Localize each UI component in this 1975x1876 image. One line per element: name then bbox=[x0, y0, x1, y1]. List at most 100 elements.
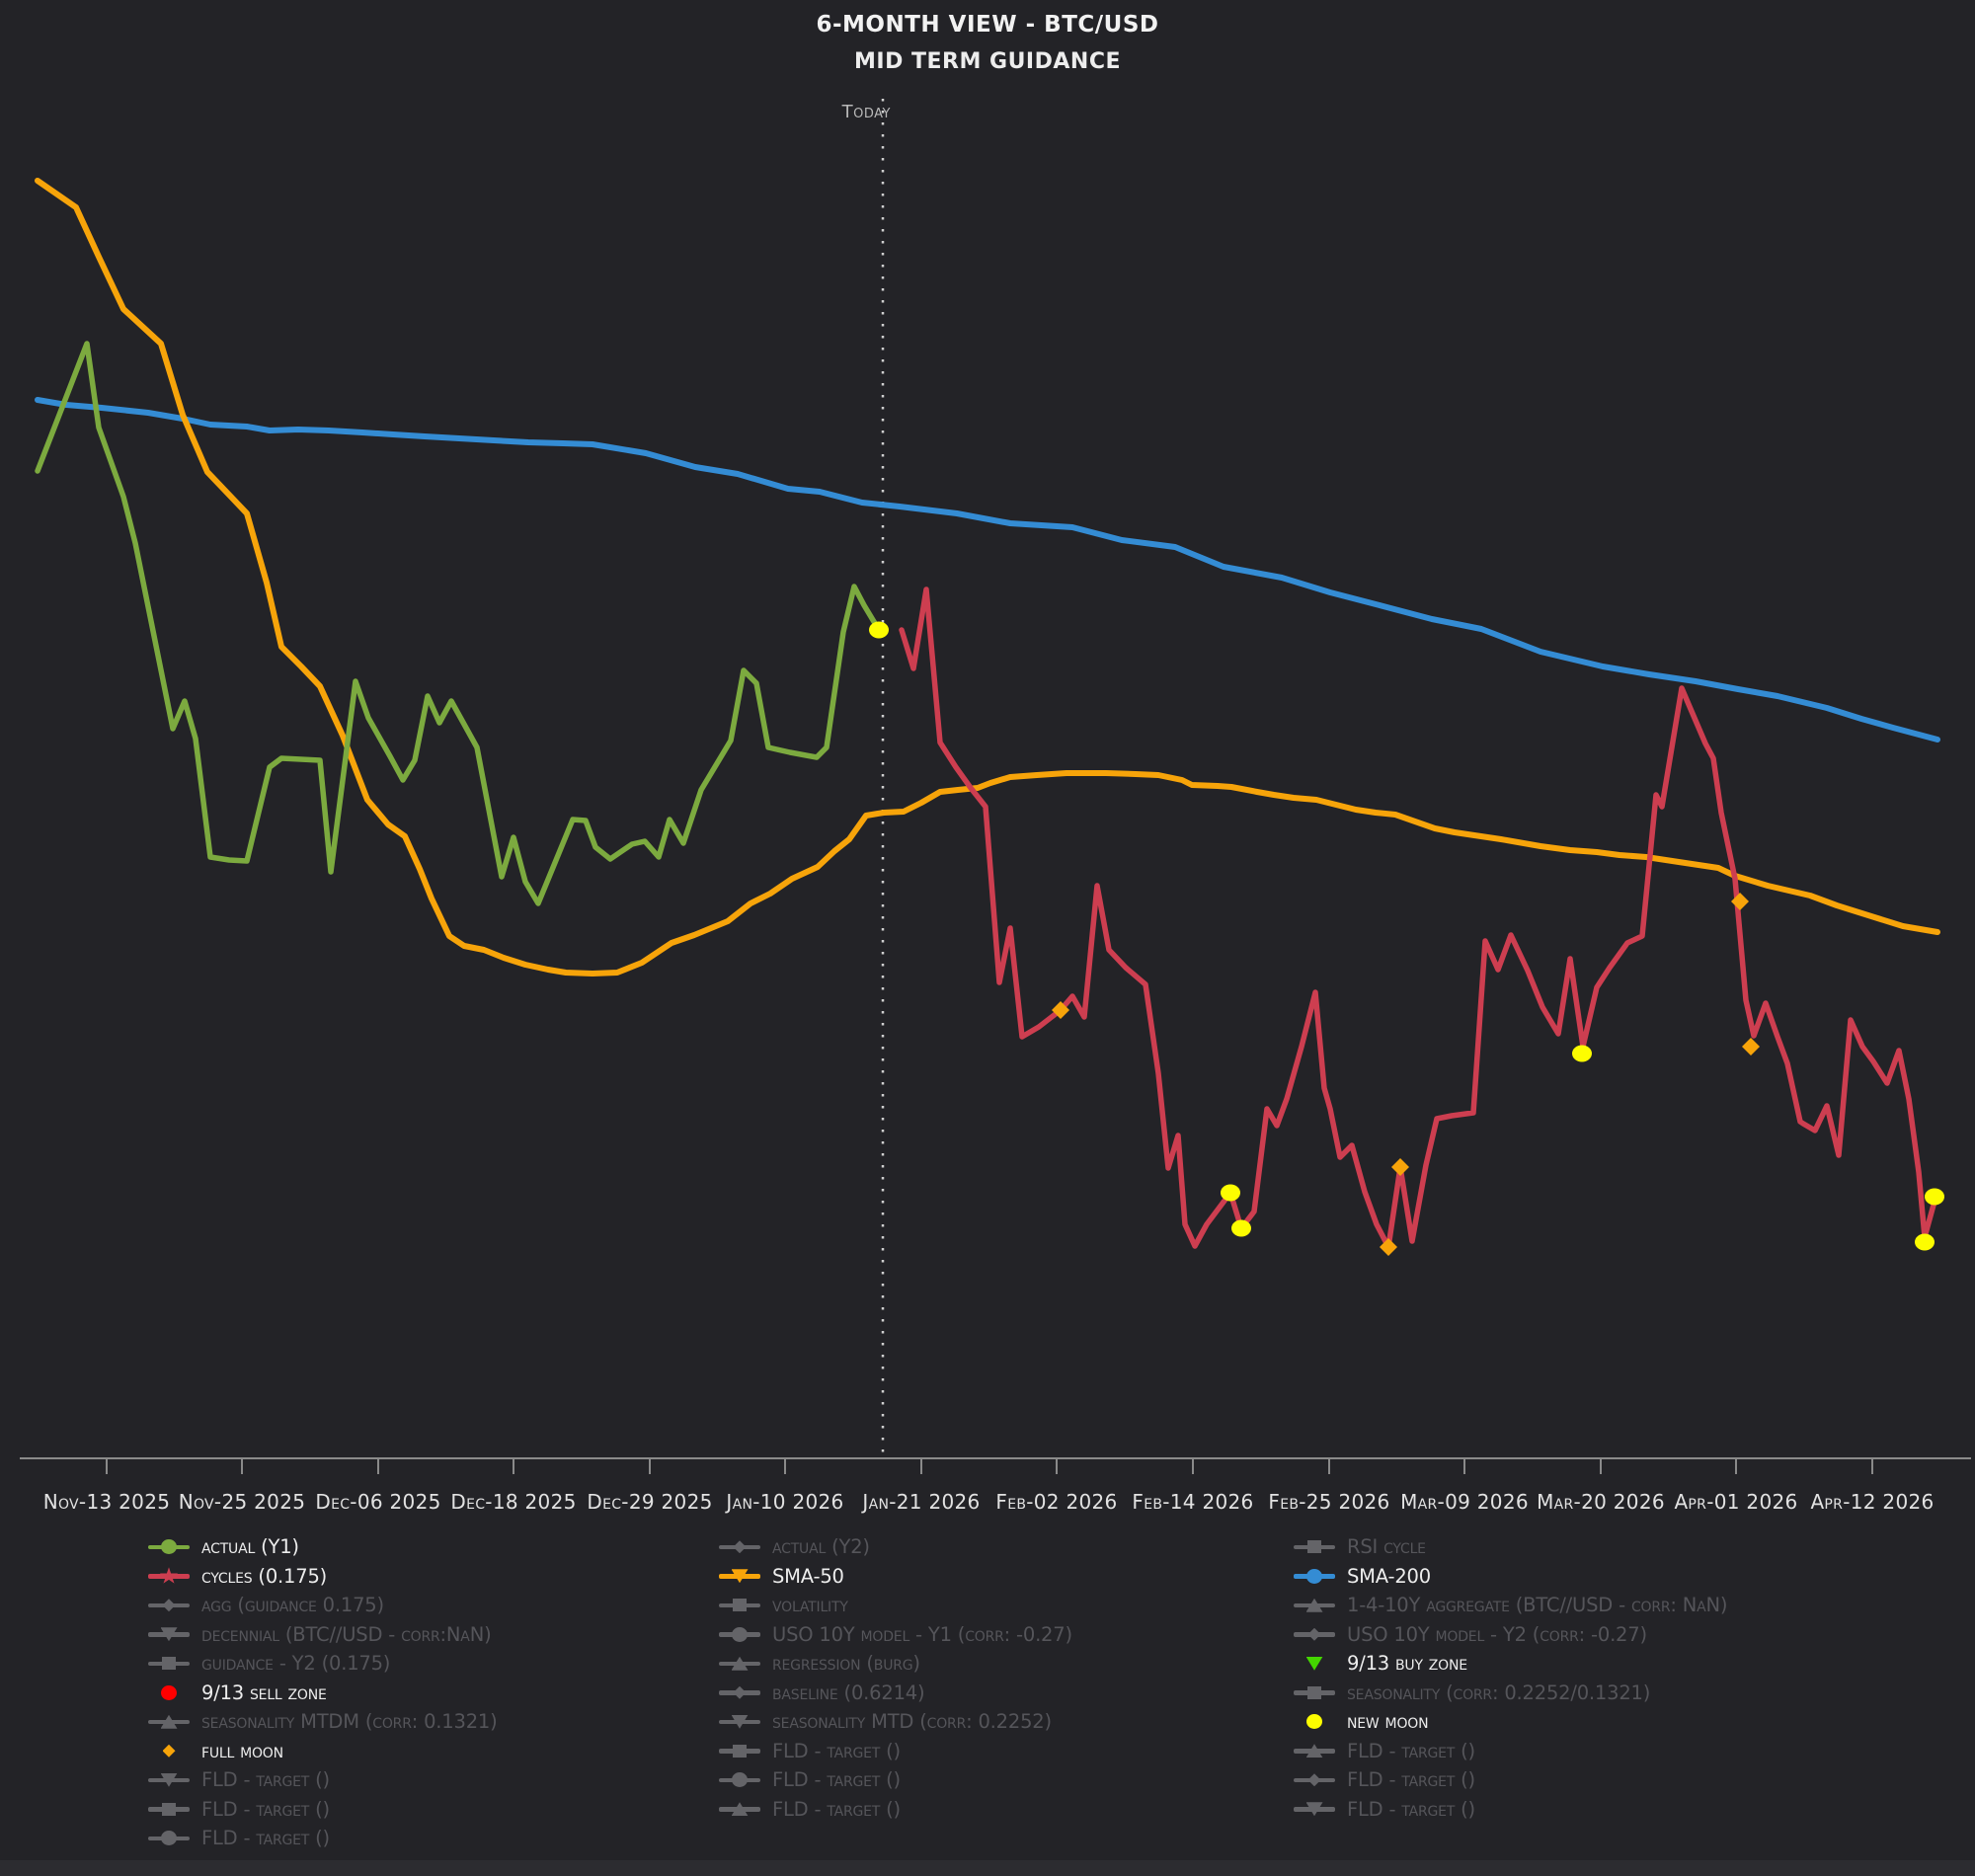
today-label: Today bbox=[841, 102, 891, 122]
full-moon-marker bbox=[1742, 1038, 1760, 1055]
seasonality-corr-0-2252-0-1321--legend-icon bbox=[1294, 1682, 1335, 1702]
x-axis-label: Apr-01 2026 bbox=[1674, 1490, 1797, 1514]
full-moon-marker bbox=[1731, 893, 1749, 910]
sma-200-legend-icon bbox=[1294, 1566, 1335, 1586]
legend-item[interactable]: FLD - target () bbox=[1294, 1765, 1727, 1795]
legend-item[interactable]: 9/13 buy zone bbox=[1294, 1649, 1727, 1679]
legend-item[interactable]: SMA-200 bbox=[1294, 1562, 1727, 1592]
legend-item[interactable]: FLD - target () bbox=[148, 1824, 498, 1853]
x-axis-label: Feb-02 2026 bbox=[995, 1490, 1117, 1514]
legend-item[interactable]: decennial (BTC//USD - corr:NaN) bbox=[148, 1620, 498, 1650]
baseline-0-6214--legend-icon bbox=[719, 1682, 760, 1702]
fld-target--legend-icon bbox=[1294, 1770, 1335, 1790]
legend-item[interactable]: FLD - target () bbox=[1294, 1737, 1727, 1766]
legend-item[interactable]: regression (burg) bbox=[719, 1649, 1072, 1679]
legend-column-2: actual (Y2) SMA-50 volatility USO 10Y model… bbox=[719, 1532, 1072, 1824]
legend-item[interactable]: actual (Y1) bbox=[148, 1532, 498, 1562]
series-line-cycles-0-175- bbox=[899, 586, 1938, 1250]
chart-subtitle: MID TERM GUIDANCE bbox=[853, 49, 1121, 74]
cycles-0-175--legend-icon bbox=[148, 1566, 190, 1586]
legend-item[interactable]: USO 10Y model - Y1 (corr: -0.27) bbox=[719, 1620, 1072, 1650]
legend-item-label: FLD - target () bbox=[201, 1768, 330, 1792]
legend-item[interactable]: 1-4-10Y aggregate (BTC//USD - corr: NaN) bbox=[1294, 1591, 1728, 1620]
legend-item-label: 9/13 sell zone bbox=[201, 1681, 327, 1704]
legend-item-label: FLD - target () bbox=[1347, 1768, 1475, 1792]
guidance-y2-0-175--legend-icon bbox=[148, 1654, 190, 1674]
legend-item[interactable]: agg (guidance 0.175) bbox=[148, 1591, 498, 1620]
legend-item[interactable]: seasonality (corr: 0.2252/0.1321) bbox=[1294, 1679, 1727, 1708]
legend-item[interactable]: 9/13 sell zone bbox=[148, 1679, 498, 1708]
x-axis-label: Dec-06 2025 bbox=[315, 1490, 440, 1514]
legend-item[interactable]: RSI cycle bbox=[1294, 1532, 1727, 1562]
agg-guidance-0-175--legend-icon bbox=[148, 1596, 190, 1615]
new-moon-marker bbox=[869, 621, 889, 639]
legend-item[interactable]: FLD - target () bbox=[719, 1795, 1072, 1825]
legend-item[interactable]: FLD - target () bbox=[1294, 1795, 1727, 1825]
legend-item[interactable]: seasonality MTD (corr: 0.2252) bbox=[719, 1707, 1072, 1737]
x-axis-label: Dec-18 2025 bbox=[450, 1490, 576, 1514]
legend-item-label: agg (guidance 0.175) bbox=[201, 1594, 384, 1617]
legend-item-label: cycles (0.175) bbox=[201, 1564, 328, 1588]
legend-item-label: USO 10Y model - Y1 (corr: -0.27) bbox=[772, 1622, 1072, 1646]
legend-item[interactable]: FLD - target () bbox=[719, 1737, 1072, 1766]
legend-item-label: seasonality (corr: 0.2252/0.1321) bbox=[1347, 1681, 1651, 1704]
uso-10y-model-y1-corr-0-27--legend-icon bbox=[719, 1624, 760, 1644]
x-axis-label: Feb-14 2026 bbox=[1132, 1490, 1253, 1514]
legend-item-label: baseline (0.6214) bbox=[772, 1681, 925, 1704]
series-line-sma-50 bbox=[35, 178, 1940, 977]
x-axis-label: Dec-29 2025 bbox=[587, 1490, 712, 1514]
legend-item-label: FLD - target () bbox=[201, 1827, 330, 1850]
legend-item[interactable]: FLD - target () bbox=[148, 1765, 498, 1795]
legend-item-label: full moon bbox=[201, 1739, 283, 1762]
legend-item-label: new moon bbox=[1347, 1710, 1429, 1734]
x-axis-label: Nov-13 2025 bbox=[43, 1490, 171, 1514]
9-13-buy-zone-legend-icon bbox=[1294, 1654, 1335, 1674]
uso-10y-model-y2-corr-0-27--legend-icon bbox=[1294, 1624, 1335, 1644]
legend-item-label: regression (burg) bbox=[772, 1652, 920, 1676]
legend-item[interactable]: FLD - target () bbox=[719, 1765, 1072, 1795]
legend-item[interactable]: FLD - target () bbox=[148, 1795, 498, 1825]
legend-item-label: actual (Y2) bbox=[772, 1535, 870, 1559]
window-bottom-edge bbox=[0, 1860, 1975, 1876]
legend-item-label: FLD - target () bbox=[772, 1797, 901, 1821]
seasonality-mtd-corr-0-2252--legend-icon bbox=[719, 1712, 760, 1732]
legend-item[interactable]: volatility bbox=[719, 1591, 1072, 1620]
legend-item-label: 9/13 buy zone bbox=[1347, 1652, 1467, 1676]
full-moon-marker bbox=[1380, 1238, 1397, 1256]
legend-item-label: RSI cycle bbox=[1347, 1535, 1426, 1559]
series-line-sma-200 bbox=[35, 397, 1940, 743]
legend-item-label: volatility bbox=[772, 1594, 848, 1617]
fld-target--legend-icon bbox=[719, 1741, 760, 1760]
x-axis-label: Mar-09 2026 bbox=[1400, 1490, 1529, 1514]
actual-y1--legend-icon bbox=[148, 1537, 190, 1557]
legend-item[interactable]: SMA-50 bbox=[719, 1562, 1072, 1592]
legend-item[interactable]: seasonality MTDM (corr: 0.1321) bbox=[148, 1707, 498, 1737]
x-axis-label: Nov-25 2025 bbox=[179, 1490, 306, 1514]
legend-item[interactable]: cycles (0.175) bbox=[148, 1562, 498, 1592]
legend-item-label: decennial (BTC//USD - corr:NaN) bbox=[201, 1622, 492, 1646]
sma-50-legend-icon bbox=[719, 1566, 760, 1586]
legend-item-label: seasonality MTD (corr: 0.2252) bbox=[772, 1710, 1052, 1734]
rsi-cycle-legend-icon bbox=[1294, 1537, 1335, 1557]
volatility-legend-icon bbox=[719, 1596, 760, 1615]
legend-item[interactable]: new moon bbox=[1294, 1707, 1727, 1737]
series-line-actual-y1- bbox=[35, 341, 882, 906]
legend-item-label: FLD - target () bbox=[1347, 1739, 1475, 1762]
legend-item[interactable]: USO 10Y model - Y2 (corr: -0.27) bbox=[1294, 1620, 1727, 1650]
legend-item[interactable]: guidance - Y2 (0.175) bbox=[148, 1649, 498, 1679]
fld-target--legend-icon bbox=[719, 1770, 760, 1790]
new-moon-legend-icon bbox=[1294, 1712, 1335, 1732]
legend-item[interactable]: full moon bbox=[148, 1737, 498, 1766]
price-chart-plot[interactable]: Nov-13 2025 Nov-25 2025 Dec-06 2025 Dec-18 … bbox=[0, 0, 1975, 1525]
legend-item-label: actual (Y1) bbox=[201, 1535, 299, 1559]
fld-target--legend-icon bbox=[148, 1799, 190, 1819]
legend-item-label: SMA-200 bbox=[1347, 1564, 1431, 1588]
chart-title: 6-MONTH VIEW - BTC/USD bbox=[816, 12, 1159, 38]
legend-item-label: FLD - target () bbox=[1347, 1797, 1475, 1821]
new-moon-marker bbox=[1572, 1045, 1592, 1062]
legend-item-label: FLD - target () bbox=[201, 1797, 330, 1821]
legend-item[interactable]: actual (Y2) bbox=[719, 1532, 1072, 1562]
legend-item[interactable]: baseline (0.6214) bbox=[719, 1679, 1072, 1708]
regression-burg--legend-icon bbox=[719, 1654, 760, 1674]
legend-item-label: guidance - Y2 (0.175) bbox=[201, 1652, 391, 1676]
